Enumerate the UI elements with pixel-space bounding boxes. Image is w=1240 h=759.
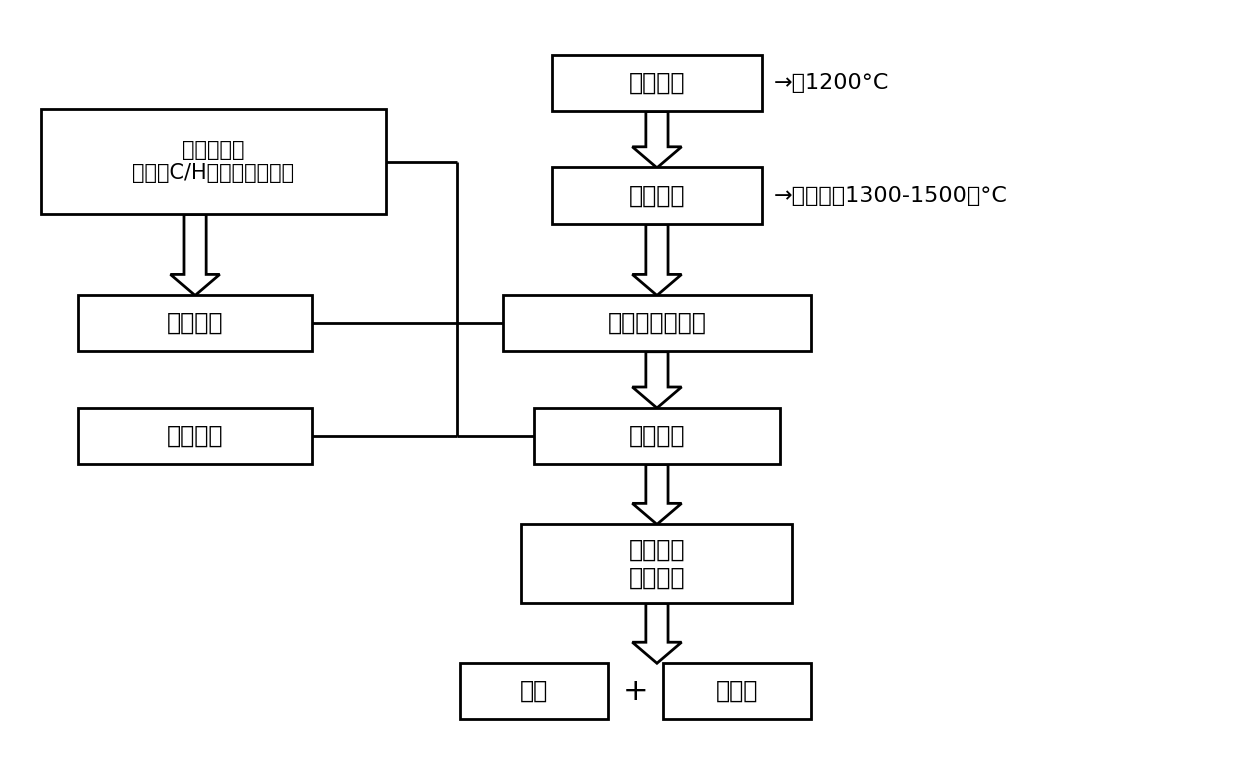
FancyBboxPatch shape — [552, 168, 761, 224]
FancyBboxPatch shape — [552, 55, 761, 111]
Polygon shape — [632, 465, 682, 524]
Text: 测吹搅拌: 测吹搅拌 — [167, 424, 223, 448]
Polygon shape — [632, 603, 682, 663]
Text: 还原剂混合
（一定C/H比例的还原剂）: 还原剂混合 （一定C/H比例的还原剂） — [133, 140, 295, 184]
FancyBboxPatch shape — [533, 408, 780, 464]
Text: 气体输送: 气体输送 — [167, 311, 223, 335]
FancyBboxPatch shape — [78, 408, 312, 464]
Text: 熔渣选择性还原: 熔渣选择性还原 — [608, 311, 707, 335]
FancyBboxPatch shape — [663, 663, 811, 720]
FancyBboxPatch shape — [41, 109, 386, 214]
Text: +: + — [624, 676, 649, 706]
Polygon shape — [632, 351, 682, 408]
Text: 贫化电炉: 贫化电炉 — [629, 184, 686, 208]
FancyBboxPatch shape — [522, 524, 792, 603]
Text: 铜锍聚集: 铜锍聚集 — [629, 424, 686, 448]
Polygon shape — [632, 112, 682, 168]
Polygon shape — [632, 224, 682, 295]
Text: 贫化渣: 贫化渣 — [715, 679, 758, 703]
Text: 静置沉降
渣铜分离: 静置沉降 渣铜分离 — [629, 537, 686, 589]
FancyBboxPatch shape — [78, 295, 312, 351]
Text: →约1200°C: →约1200°C — [774, 73, 889, 93]
Polygon shape — [170, 214, 219, 295]
Text: 熔融铜渣: 熔融铜渣 — [629, 71, 686, 95]
FancyBboxPatch shape — [503, 295, 811, 351]
Text: →加热至（1300-1500）°C: →加热至（1300-1500）°C — [774, 186, 1008, 206]
Text: 铜锍: 铜锍 — [520, 679, 548, 703]
FancyBboxPatch shape — [460, 663, 608, 720]
